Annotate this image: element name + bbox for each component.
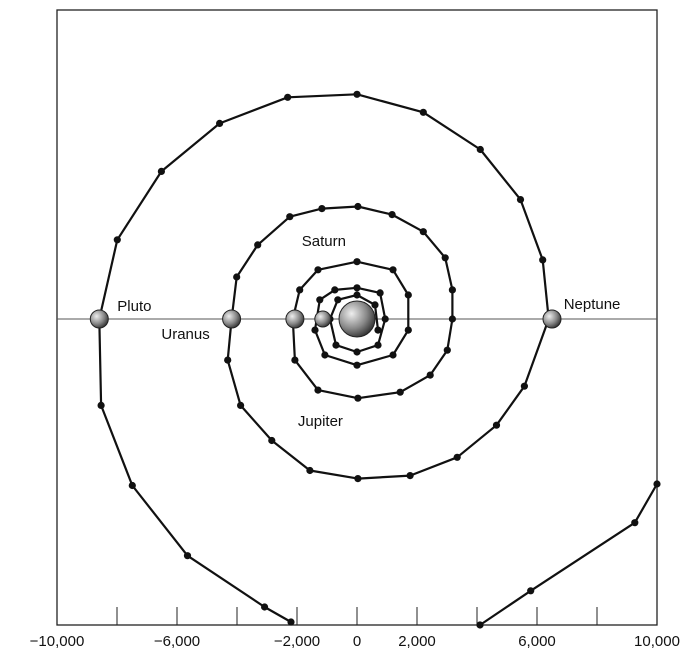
trajectory-point [318,205,325,212]
trajectory-point [353,348,360,355]
trajectory-point [334,296,341,303]
trajectory-point [311,327,318,334]
trajectory-point [114,236,121,243]
trajectory-point [321,351,328,358]
body [339,301,375,337]
trajectory-point [184,552,191,559]
annotation: Neptune [564,296,621,313]
trajectory-point [449,286,456,293]
trajectory-point [237,402,244,409]
body [223,310,241,328]
trajectory-point [442,254,449,261]
trajectory-point [306,467,313,474]
trajectory-point [216,120,223,127]
trajectory-point [454,454,461,461]
trajectory-point [427,372,434,379]
body [315,311,331,327]
trajectory-point [397,389,404,396]
body [543,310,561,328]
trajectory [99,94,657,625]
trajectory-point [233,273,240,280]
trajectory-point [284,94,291,101]
trajectory-point [224,357,231,364]
trajectory-point [420,228,427,235]
trajectory-point [371,301,378,308]
annotation: Pluto [117,298,151,315]
trajectory-point [631,519,638,526]
body [90,310,108,328]
trajectory-point [389,211,396,218]
trajectory-point [353,284,360,291]
trajectory-point [354,395,361,402]
trajectory-point [476,621,483,628]
trajectory-point [477,146,484,153]
trajectory-point [382,315,389,322]
trajectory-point [129,482,136,489]
trajectory-point [353,362,360,369]
trajectory-point [539,256,546,263]
trajectory-point [291,357,298,364]
trajectory-point [407,472,414,479]
trajectory-point [353,291,360,298]
annotation: Saturn [302,233,346,250]
x-tick-label: 10,000 [634,633,680,650]
trajectory-point [261,603,268,610]
x-tick-label: 0 [353,633,361,650]
trajectory-point [332,342,339,349]
trajectory-point [287,618,294,625]
trajectory-point [374,327,381,334]
chart: −10,000 −6,000 −2,000 0 2,000 6,000 10,000 Plut… [0,0,696,654]
trajectory-point [517,196,524,203]
x-tick-label: 2,000 [398,633,436,650]
x-tick-label: 6,000 [518,633,556,650]
page: {"chart_data": {"type": "line", "xlim": … [0,0,696,654]
trajectory-point [420,109,427,116]
trajectory-point [354,475,361,482]
trajectory-point [377,289,384,296]
trajectory-point [353,258,360,265]
trajectory-point [389,351,396,358]
trajectory-point [331,286,338,293]
trajectory-point [444,347,451,354]
trajectory-point [98,402,105,409]
body [286,310,304,328]
trajectory-point [353,91,360,98]
trajectory-point [374,342,381,349]
trajectory-point [493,422,500,429]
trajectory-point [158,168,165,175]
trajectory-point [527,587,534,594]
x-tick-label: −10,000 [30,633,85,650]
trajectory-point [314,387,321,394]
trajectory-point [316,296,323,303]
trajectory-point [296,286,303,293]
x-tick-label: −6,000 [154,633,200,650]
x-tick-label: −2,000 [274,633,320,650]
trajectory-point [389,266,396,273]
annotation: Uranus [161,326,209,343]
trajectory-point [286,213,293,220]
trajectory-point [254,241,261,248]
trajectory-point [314,266,321,273]
trajectory-point [449,315,456,322]
trajectory-point [405,291,412,298]
trajectory-point [268,437,275,444]
trajectory-point [521,383,528,390]
trajectory-point [405,327,412,334]
trajectory-point [653,480,660,487]
trajectory-point [354,203,361,210]
annotation: Jupiter [298,413,343,430]
